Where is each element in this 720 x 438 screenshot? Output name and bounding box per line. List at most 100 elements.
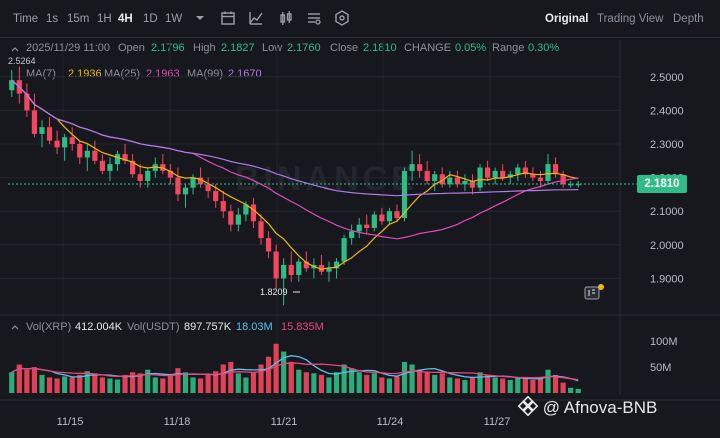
high-label: High	[193, 42, 216, 54]
volume-bar	[197, 378, 204, 393]
candle-body	[107, 164, 113, 171]
vol-usdt-label: Vol(USDT)	[127, 321, 180, 333]
vol-ma2-value: 15.835M	[281, 321, 324, 333]
candle-body	[356, 224, 362, 232]
candle-body	[265, 238, 272, 252]
candle-body	[99, 160, 106, 171]
range-value: 0.30%	[528, 42, 560, 54]
volume-bar	[349, 368, 355, 393]
reminder-icon[interactable]	[583, 284, 605, 302]
volume-bar	[228, 361, 234, 393]
volume-bar	[145, 369, 151, 393]
price-axis-label: 1.9000	[650, 273, 684, 285]
volume-bar	[409, 364, 415, 393]
candle-body	[114, 154, 121, 165]
candle-body	[530, 174, 536, 178]
ma7-line	[11, 79, 579, 270]
volume-bar	[137, 373, 143, 393]
volume-bar	[364, 374, 370, 393]
candle-body	[379, 214, 385, 222]
candle-body	[273, 251, 279, 279]
candle-body	[220, 201, 226, 212]
volume-bar	[333, 372, 340, 393]
timeframe-4h[interactable]: 4H	[118, 13, 133, 25]
price-axis-label: 2.1000	[650, 206, 684, 218]
volume-bar	[288, 361, 294, 393]
calendar-icon[interactable]	[219, 9, 237, 27]
volume-bar	[250, 372, 257, 393]
volume-bar	[69, 377, 75, 393]
volume-bar	[54, 378, 60, 393]
date-axis-label: 11/18	[164, 416, 191, 428]
tab-trading-view[interactable]: Trading View	[597, 13, 664, 25]
vol-usdt-value: 897.757K	[184, 321, 232, 333]
tab-original[interactable]: Original	[545, 13, 589, 25]
candle-body	[39, 127, 45, 134]
timeframe-time[interactable]: Time	[13, 13, 39, 25]
volume-bar	[265, 356, 272, 393]
candle-body	[46, 127, 53, 141]
volume-bar	[492, 377, 498, 393]
volume-bar	[326, 377, 332, 393]
volume-bar	[205, 374, 211, 393]
binance-logo-icon	[517, 395, 539, 417]
range-label: Range	[492, 42, 525, 54]
timeframe-1h[interactable]: 1H	[97, 13, 112, 25]
timeframe-1d[interactable]: 1D	[143, 13, 158, 25]
indicator-icon[interactable]	[247, 9, 265, 27]
dropdown-icon[interactable]	[191, 9, 209, 27]
change-label: CHANGE	[404, 42, 452, 54]
volume-axis-label: 50M	[650, 362, 671, 374]
volume-bar	[560, 382, 566, 393]
candle-body	[258, 221, 264, 239]
tab-depth[interactable]: Depth	[673, 13, 704, 25]
volume-bar	[515, 377, 521, 393]
volume-bar	[273, 343, 279, 393]
volume-bar	[462, 380, 468, 393]
candle-body	[326, 268, 332, 272]
candle-body	[341, 238, 347, 262]
chart-settings-icon[interactable]	[305, 9, 323, 27]
collapse-chevron-icon[interactable]	[10, 44, 20, 54]
volume-bar	[500, 378, 506, 393]
candle-body	[333, 261, 340, 269]
candle-body	[318, 264, 325, 272]
candle-body	[386, 211, 393, 222]
timeframe-15m[interactable]: 15m	[67, 13, 90, 25]
timeframe-1w[interactable]: 1W	[165, 13, 183, 25]
volume-bar	[92, 373, 98, 393]
candle-body	[492, 170, 498, 178]
volume-collapse-icon[interactable]	[10, 322, 20, 332]
volume-bar	[394, 376, 400, 393]
timeframe-1s[interactable]: 1s	[46, 13, 59, 25]
volume-bar	[62, 376, 68, 393]
price-axis-label: 2.3000	[650, 139, 684, 151]
candle-body	[537, 177, 544, 181]
candle-body	[122, 154, 128, 161]
candle-body	[197, 177, 204, 185]
candle-body	[167, 170, 173, 178]
volume-bar	[507, 380, 513, 393]
candle-body	[575, 184, 581, 186]
change-value: 0.05%	[455, 42, 487, 54]
volume-legend: Vol(XRP) 412.004K Vol(USDT) 897.757K 18.…	[0, 319, 400, 335]
candle-body	[84, 150, 90, 158]
volume-bar	[439, 373, 445, 393]
volume-bar	[522, 378, 528, 393]
candle-body	[477, 167, 483, 188]
volume-bar	[545, 369, 551, 393]
candle-body	[432, 174, 438, 181]
volume-bar	[258, 364, 264, 393]
candle-body	[409, 164, 415, 171]
candle-body	[424, 170, 430, 181]
candle-type-icon[interactable]	[277, 9, 295, 27]
candle-body	[92, 150, 98, 161]
candle-body	[243, 204, 249, 215]
volume-bar	[318, 374, 325, 393]
candle-body	[454, 177, 460, 185]
candle-body	[515, 167, 521, 175]
volume-bar	[371, 373, 377, 393]
current-price-badge: 2.1810	[637, 174, 687, 193]
hexagon-settings-icon[interactable]	[333, 9, 351, 27]
